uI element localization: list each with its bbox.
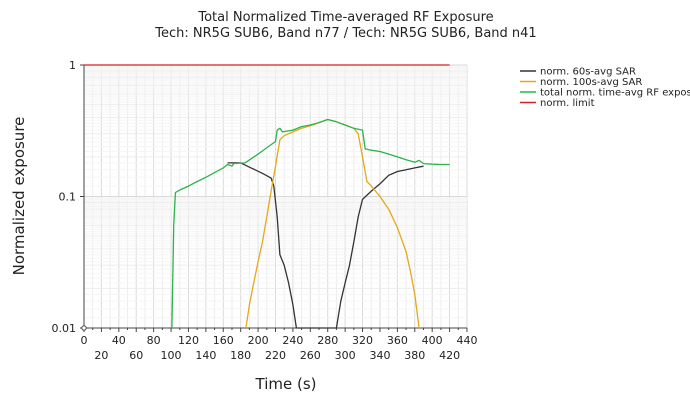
x-tick-label: 240: [282, 334, 303, 347]
x-tick-label: 160: [213, 334, 234, 347]
x-tick-label: 80: [147, 334, 161, 347]
x-tick-label: 100: [161, 349, 182, 362]
chart-subtitle: Tech: NR5G SUB6, Band n77 / Tech: NR5G S…: [154, 26, 536, 41]
origin-marker: [81, 325, 87, 331]
x-tick-label: 60: [129, 349, 143, 362]
x-tick-label: 0: [81, 334, 88, 347]
series-line-0: [227, 162, 424, 329]
x-tick-label: 300: [335, 349, 356, 362]
x-tick-label: 380: [404, 349, 425, 362]
x-tick-label: 220: [265, 349, 286, 362]
x-tick-label: 360: [387, 334, 408, 347]
x-tick-label: 400: [422, 334, 443, 347]
y-tick-label: 1: [69, 59, 76, 72]
x-tick-label: 140: [195, 349, 216, 362]
y-tick-label: 0.01: [52, 322, 77, 335]
series-lines: [84, 64, 450, 329]
x-axis-title: Time (s): [255, 375, 317, 393]
x-tick-label: 120: [178, 334, 199, 347]
x-tick-label: 440: [457, 334, 478, 347]
x-tick-label: 340: [369, 349, 390, 362]
y-axis-title: Normalized exposure: [10, 117, 28, 276]
x-tick-label: 200: [248, 334, 269, 347]
x-tick-label: 260: [300, 349, 321, 362]
legend-label-0: norm. 60s-avg SAR: [540, 67, 636, 78]
x-tick-label: 40: [112, 334, 126, 347]
x-tick-label: 320: [352, 334, 373, 347]
x-tick-label: 20: [94, 349, 108, 362]
series-line-2: [171, 118, 450, 329]
axes: 0 40 80 120 160 200 240 280 320 360 400 440 20 60 100 1…: [52, 59, 478, 362]
x-tick-label: 280: [317, 334, 338, 347]
x-tick-label: 180: [230, 349, 251, 362]
legend-label-1: norm. 100s-avg SAR: [540, 77, 642, 88]
legend-label-3: norm. limit: [540, 98, 595, 109]
x-tick-label: 420: [439, 349, 460, 362]
y-tick-label: 0.1: [59, 191, 77, 204]
chart-title: Total Normalized Time-averaged RF Exposu…: [197, 10, 493, 25]
legend-label-2: total norm. time-avg RF exposure: [540, 88, 690, 99]
